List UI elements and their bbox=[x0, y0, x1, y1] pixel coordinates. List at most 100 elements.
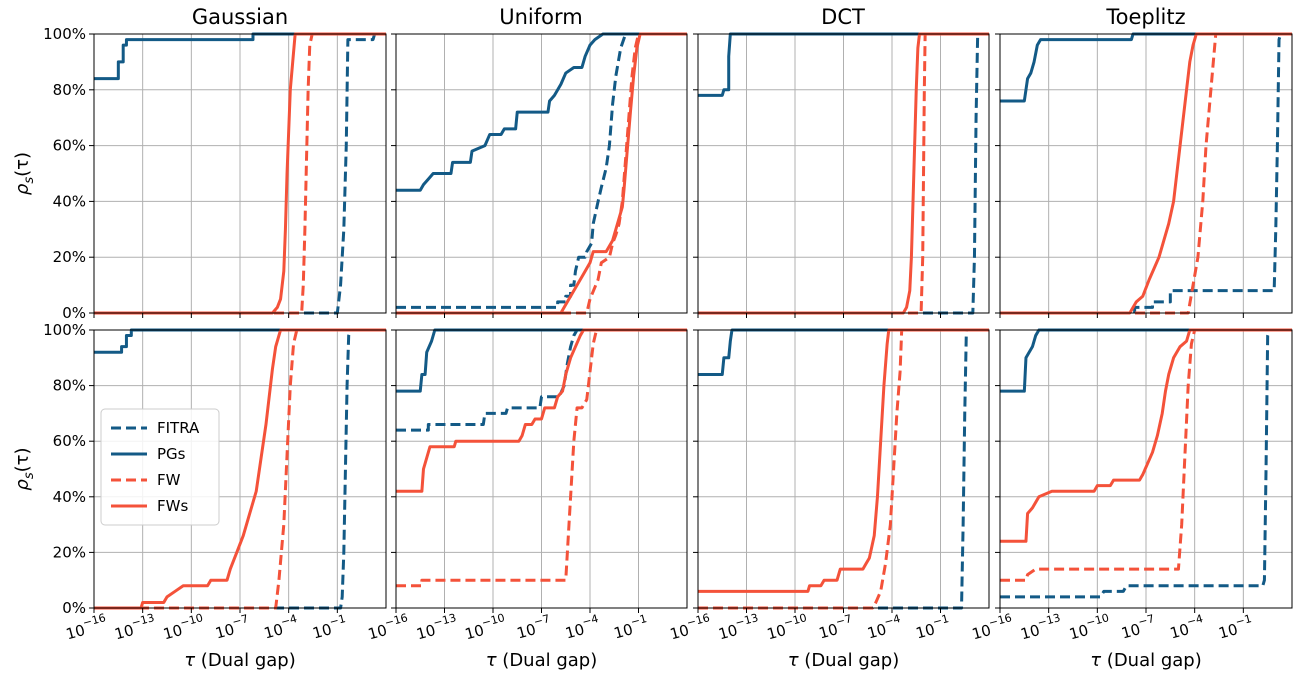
x-tick-base: 10 bbox=[668, 621, 691, 643]
x-tick-exponent: −4 bbox=[1185, 612, 1204, 629]
series-line-fw bbox=[94, 328, 386, 610]
x-tick-exponent: −4 bbox=[883, 612, 902, 629]
y-axis-label-arg: (τ) bbox=[12, 447, 33, 472]
x-axis-label-text: (Dual gap) bbox=[497, 650, 598, 671]
x-tick-exponent: −1 bbox=[629, 612, 648, 629]
series-line-fw bbox=[698, 328, 989, 610]
legend-box bbox=[100, 408, 220, 526]
x-tick-base: 10 bbox=[1217, 620, 1240, 642]
legend-label-fw: FW bbox=[157, 471, 181, 489]
y-axis-label-sub: s bbox=[22, 472, 37, 479]
y-tick-label: 20% bbox=[53, 543, 86, 561]
x-tick-label: 10−7 bbox=[514, 612, 554, 642]
y-tick-label: 40% bbox=[53, 192, 86, 210]
x-tick-label: 10−10 bbox=[764, 611, 811, 643]
series-line-fw bbox=[1000, 328, 1292, 582]
x-axis-label-symbol: τ bbox=[1090, 650, 1101, 671]
series-line-pgs bbox=[94, 328, 386, 354]
series-line-pgs bbox=[396, 32, 687, 192]
x-tick-base: 10 bbox=[262, 620, 285, 642]
x-tick-base: 10 bbox=[865, 620, 888, 642]
x-tick-exponent: −7 bbox=[231, 612, 250, 629]
x-tick-label: 10−10 bbox=[160, 611, 207, 643]
x-tick-exponent: −1 bbox=[328, 612, 347, 629]
x-axis-label-symbol: τ bbox=[486, 650, 497, 671]
y-axis-label-sub: s bbox=[22, 177, 37, 184]
y-tick-label: 100% bbox=[43, 321, 86, 339]
legend-label-pgs: PGs bbox=[157, 445, 186, 463]
series-line-fws bbox=[396, 32, 687, 315]
y-tick-label: 0% bbox=[62, 304, 86, 322]
panel-1 bbox=[391, 32, 688, 318]
x-tick-exponent: −10 bbox=[179, 611, 205, 630]
series-line-fitra bbox=[396, 328, 687, 432]
chart-panels: 0%20%40%60%80%100%0%20%40%60%80%100%10−1… bbox=[43, 25, 1293, 671]
y-axis-label-rho: ρ bbox=[12, 183, 33, 195]
x-tick-base: 10 bbox=[213, 620, 236, 642]
x-tick-base: 10 bbox=[716, 621, 739, 643]
x-tick-label: 10−16 bbox=[667, 611, 714, 643]
y-tick-label: 80% bbox=[53, 377, 86, 395]
y-axis-label-rho: ρ bbox=[12, 479, 33, 491]
column-title-dct: DCT bbox=[821, 5, 865, 29]
series-line-fws bbox=[94, 32, 386, 315]
x-tick-label: 10−10 bbox=[1066, 611, 1113, 643]
x-tick-label: 10−1 bbox=[611, 612, 651, 642]
x-tick-label: 10−4 bbox=[562, 612, 602, 642]
x-tick-exponent: −13 bbox=[734, 611, 760, 630]
x-axis-label-text: (Dual gap) bbox=[1101, 650, 1202, 671]
series-line-fw bbox=[1000, 32, 1292, 315]
x-tick-base: 10 bbox=[612, 620, 635, 642]
x-tick-label: 10−1 bbox=[1216, 612, 1256, 642]
x-tick-base: 10 bbox=[366, 621, 389, 643]
x-axis-label-symbol: τ bbox=[788, 650, 799, 671]
y-tick-label: 0% bbox=[62, 599, 86, 617]
panel-0: 0% 20% 40% 60% 80% 100% bbox=[43, 25, 387, 322]
x-tick-base: 10 bbox=[161, 621, 184, 643]
column-titles: Gaussian Uniform DCT Toeplitz bbox=[192, 5, 1186, 29]
y-tick-label: 60% bbox=[53, 432, 86, 450]
panel-3 bbox=[995, 32, 1293, 318]
series-line-pgs bbox=[1000, 32, 1292, 103]
x-tick-exponent: −1 bbox=[1234, 612, 1253, 629]
x-tick-base: 10 bbox=[1067, 621, 1090, 643]
panel-2 bbox=[693, 32, 990, 318]
x-tick-exponent: −16 bbox=[81, 611, 107, 630]
series-line-fws bbox=[1000, 32, 1292, 315]
y-axis-label-arg: (τ) bbox=[12, 152, 33, 177]
series-line-fitra bbox=[396, 32, 687, 309]
series-line-pgs bbox=[396, 328, 687, 393]
x-tick-exponent: −7 bbox=[834, 612, 853, 629]
x-tick-label: 10−13 bbox=[715, 611, 762, 643]
series-line-pgs bbox=[94, 32, 386, 81]
x-tick-label: 10−7 bbox=[816, 612, 856, 642]
x-tick-label: 10−16 bbox=[365, 611, 412, 643]
x-tick-label: 10−16 bbox=[63, 611, 110, 643]
x-tick-label: 10−7 bbox=[212, 612, 252, 642]
y-axis-label-row-1: ρs(τ) bbox=[12, 447, 37, 490]
series-line-fitra bbox=[1000, 32, 1292, 315]
x-axis-label-symbol: τ bbox=[184, 650, 195, 671]
x-axis-label-text: (Dual gap) bbox=[799, 650, 900, 671]
x-tick-base: 10 bbox=[970, 621, 993, 643]
x-tick-label: 10−16 bbox=[969, 611, 1016, 643]
x-tick-base: 10 bbox=[1019, 621, 1042, 643]
x-tick-label: 10−4 bbox=[1167, 612, 1207, 642]
x-tick-exponent: −16 bbox=[987, 611, 1013, 630]
series-line-fw bbox=[396, 328, 687, 588]
x-axis-label: τ (Dual gap) bbox=[184, 650, 296, 671]
x-tick-label: 10−4 bbox=[261, 612, 301, 642]
series-line-fws bbox=[1000, 328, 1292, 543]
legend-label-fitra: FITRA bbox=[157, 419, 200, 437]
x-tick-label: 10−7 bbox=[1118, 612, 1158, 642]
x-tick-base: 10 bbox=[515, 620, 538, 642]
x-tick-label: 10−10 bbox=[462, 611, 509, 643]
x-axis-label: τ (Dual gap) bbox=[1090, 650, 1202, 671]
x-tick-exponent: −16 bbox=[685, 611, 711, 630]
x-tick-base: 10 bbox=[765, 621, 788, 643]
